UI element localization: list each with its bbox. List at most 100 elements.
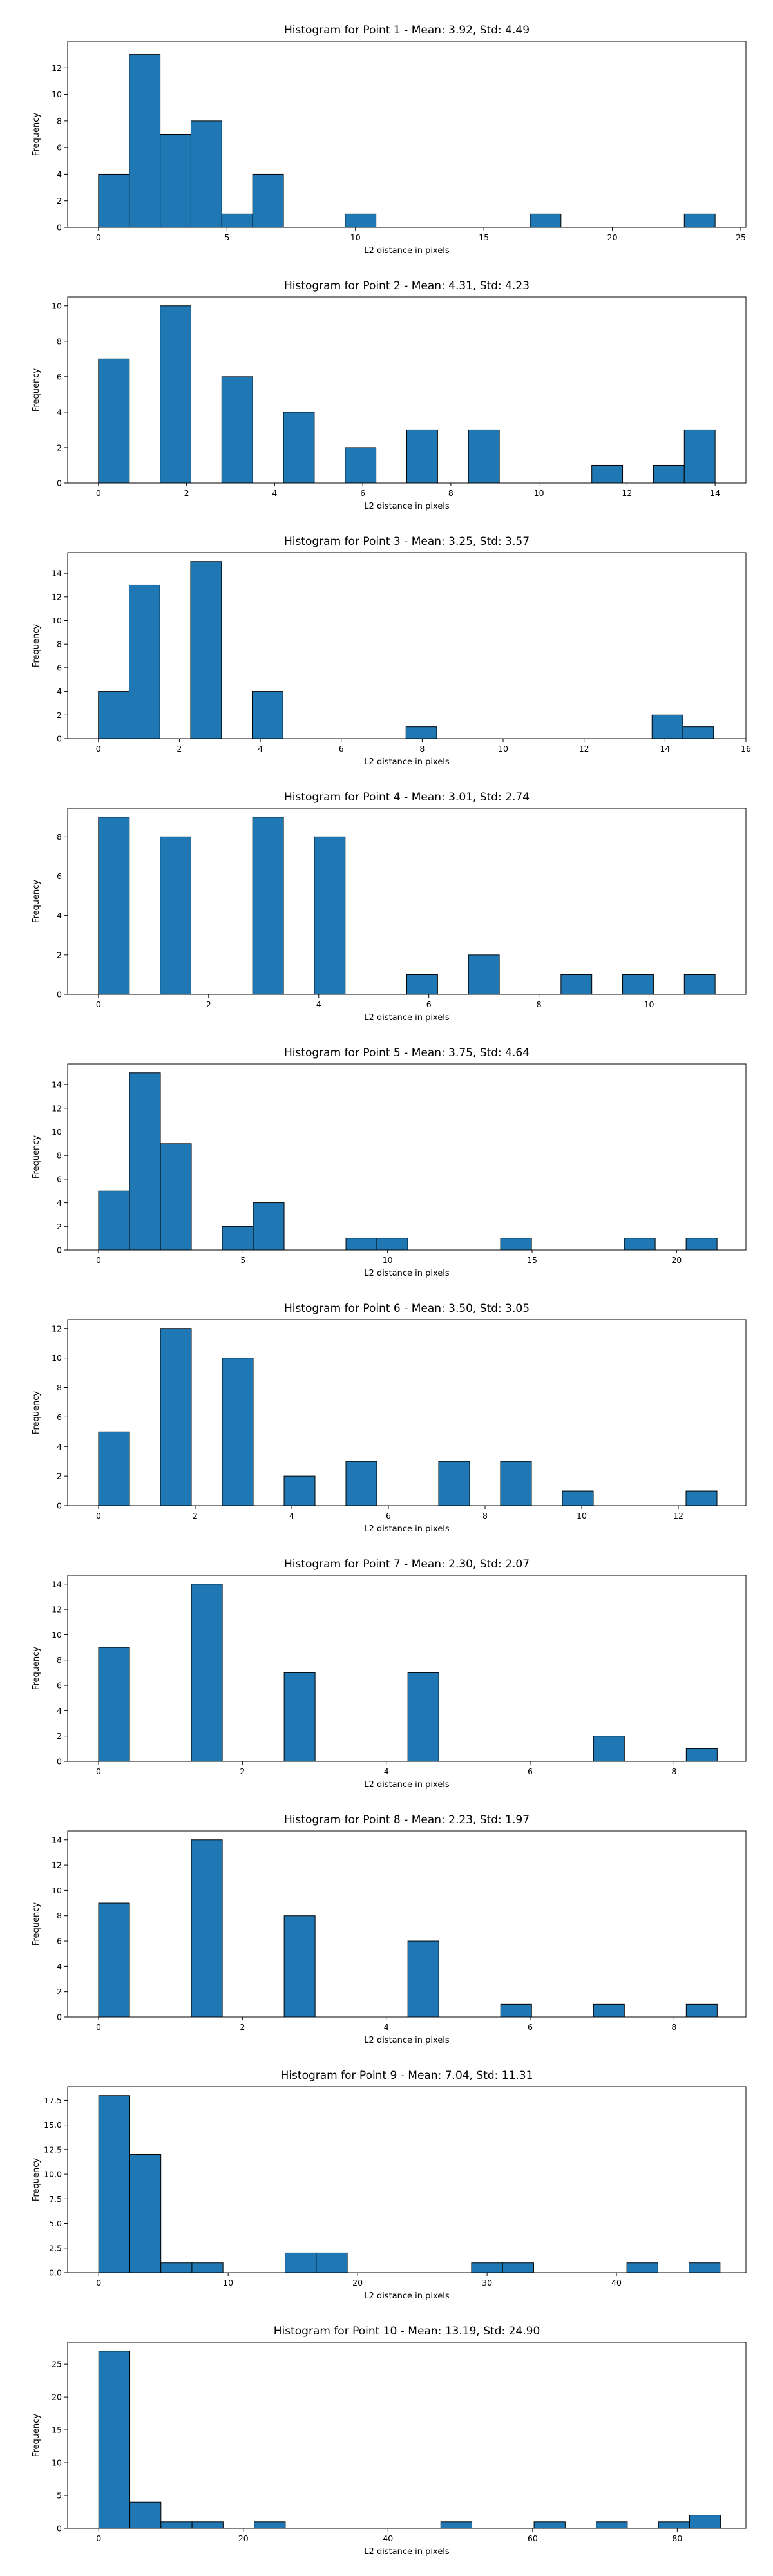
histogram-bar xyxy=(252,173,284,228)
y-tick-label: 12 xyxy=(52,1323,62,1333)
histogram-bar xyxy=(593,1736,625,1762)
y-tick-label: 14 xyxy=(52,1579,62,1589)
chart-title: Histogram for Point 4 - Mean: 3.01, Std:… xyxy=(284,791,530,804)
y-tick-label: 4 xyxy=(57,1962,62,1971)
x-tick-label: 0 xyxy=(96,2278,101,2287)
histogram-panel-6: Histogram for Point 6 - Mean: 3.50, Std:… xyxy=(32,1302,747,1534)
y-tick-label: 0 xyxy=(57,1245,62,1255)
x-tick-label: 4 xyxy=(258,744,263,753)
histogram-bar xyxy=(253,1202,285,1251)
histogram-bar xyxy=(128,584,160,739)
histogram-bar xyxy=(314,836,346,995)
histogram-bar xyxy=(500,2003,532,2018)
y-axis-label: Frequency xyxy=(32,880,41,923)
y-tick-label: 6 xyxy=(57,871,62,881)
y-tick-label: 4 xyxy=(57,1442,62,1452)
y-tick-label: 5.0 xyxy=(49,2219,62,2228)
x-axis-label: L2 distance in pixels xyxy=(364,1269,450,1278)
y-axis-label: Frequency xyxy=(32,113,41,156)
histogram-bar xyxy=(591,464,624,484)
x-tick-label: 8 xyxy=(419,744,425,753)
histogram-bar xyxy=(682,726,714,739)
x-tick-label: 40 xyxy=(383,2533,393,2543)
histogram-bar xyxy=(129,2154,162,2273)
y-axis-label: Frequency xyxy=(32,2158,41,2201)
x-tick-label: 8 xyxy=(671,2022,676,2032)
y-tick-label: 8 xyxy=(57,1151,62,1160)
x-tick-label: 20 xyxy=(671,1255,682,1265)
x-axis-label: L2 distance in pixels xyxy=(364,1780,450,1790)
histogram-bar xyxy=(405,726,437,739)
y-tick-label: 8 xyxy=(57,1383,62,1392)
x-tick-label: 4 xyxy=(384,1766,389,1776)
x-tick-label: 20 xyxy=(238,2533,249,2543)
x-tick-label: 12 xyxy=(673,1511,683,1520)
x-tick-label: 10 xyxy=(383,1255,393,1265)
y-tick-label: 4 xyxy=(57,911,62,920)
histogram-bar xyxy=(98,1190,130,1251)
histogram-panel-1: Histogram for Point 1 - Mean: 3.92, Std:… xyxy=(32,24,747,256)
x-tick-label: 0 xyxy=(96,1255,101,1265)
x-tick-label: 8 xyxy=(537,999,542,1009)
histogram-bar xyxy=(160,1328,192,1506)
histogram-panel-7: Histogram for Point 7 - Mean: 2.30, Std:… xyxy=(32,1558,747,1790)
chart-title: Histogram for Point 7 - Mean: 2.30, Std:… xyxy=(284,1558,530,1571)
y-tick-label: 4 xyxy=(57,169,62,179)
y-axis-label: Frequency xyxy=(32,2414,41,2457)
x-tick-label: 2 xyxy=(177,744,182,753)
y-tick-label: 12 xyxy=(52,63,62,73)
histogram-bar xyxy=(683,974,716,995)
histogram-bar xyxy=(283,1915,316,2018)
y-tick-label: 0.0 xyxy=(49,2268,62,2278)
chart-title: Histogram for Point 6 - Mean: 3.50, Std:… xyxy=(284,1302,530,1315)
plot-area-frame xyxy=(67,1063,747,1251)
histogram-bar xyxy=(129,54,161,228)
histogram-bar xyxy=(316,2252,348,2273)
histogram-panel-8: Histogram for Point 8 - Mean: 2.23, Std:… xyxy=(32,1814,747,2045)
histogram-bar xyxy=(471,2262,503,2273)
x-axis-label: L2 distance in pixels xyxy=(364,757,450,767)
y-axis-label: Frequency xyxy=(32,1135,41,1179)
histogram-bar xyxy=(689,2262,721,2273)
x-tick-label: 6 xyxy=(360,488,365,498)
y-tick-label: 17.5 xyxy=(44,2096,62,2105)
x-tick-label: 15 xyxy=(527,1255,537,1265)
y-tick-label: 2.5 xyxy=(49,2243,62,2253)
x-tick-label: 12 xyxy=(622,488,632,498)
y-tick-label: 0 xyxy=(57,734,62,744)
histogram-bar xyxy=(98,2095,130,2273)
y-tick-label: 6 xyxy=(57,1937,62,1946)
chart-title: Histogram for Point 5 - Mean: 3.75, Std:… xyxy=(284,1046,530,1059)
y-tick-label: 12 xyxy=(52,1605,62,1615)
y-tick-label: 6 xyxy=(57,143,62,153)
y-tick-label: 0 xyxy=(57,1501,62,1511)
histogram-bar xyxy=(98,2351,131,2529)
plot-area-frame xyxy=(67,41,747,228)
x-tick-label: 14 xyxy=(660,744,670,753)
x-axis-label: L2 distance in pixels xyxy=(364,2291,450,2301)
chart-title: Histogram for Point 2 - Mean: 4.31, Std:… xyxy=(284,279,530,292)
histogram-bar xyxy=(98,691,129,739)
histogram-bar xyxy=(500,1461,532,1506)
x-tick-label: 4 xyxy=(384,2022,389,2032)
histogram-bar xyxy=(345,213,377,228)
y-tick-label: 2 xyxy=(57,1987,62,1996)
y-tick-label: 2 xyxy=(57,950,62,960)
histogram-bar xyxy=(468,429,500,484)
x-tick-label: 8 xyxy=(448,488,453,498)
histogram-bar xyxy=(345,1461,377,1506)
y-tick-label: 6 xyxy=(57,372,62,381)
y-tick-label: 4 xyxy=(57,687,62,696)
histogram-bar xyxy=(98,1431,130,1506)
y-tick-label: 8 xyxy=(57,116,62,126)
x-axis-label: L2 distance in pixels xyxy=(364,502,450,511)
histogram-bar xyxy=(190,120,222,228)
histogram-bar xyxy=(160,134,191,228)
y-tick-label: 6 xyxy=(57,1174,62,1184)
histogram-bar xyxy=(191,2262,224,2273)
y-tick-label: 10 xyxy=(52,301,62,310)
x-tick-label: 0 xyxy=(96,2022,101,2032)
histogram-bar xyxy=(98,817,130,995)
histogram-bar xyxy=(440,2521,473,2529)
x-tick-label: 4 xyxy=(272,488,277,498)
